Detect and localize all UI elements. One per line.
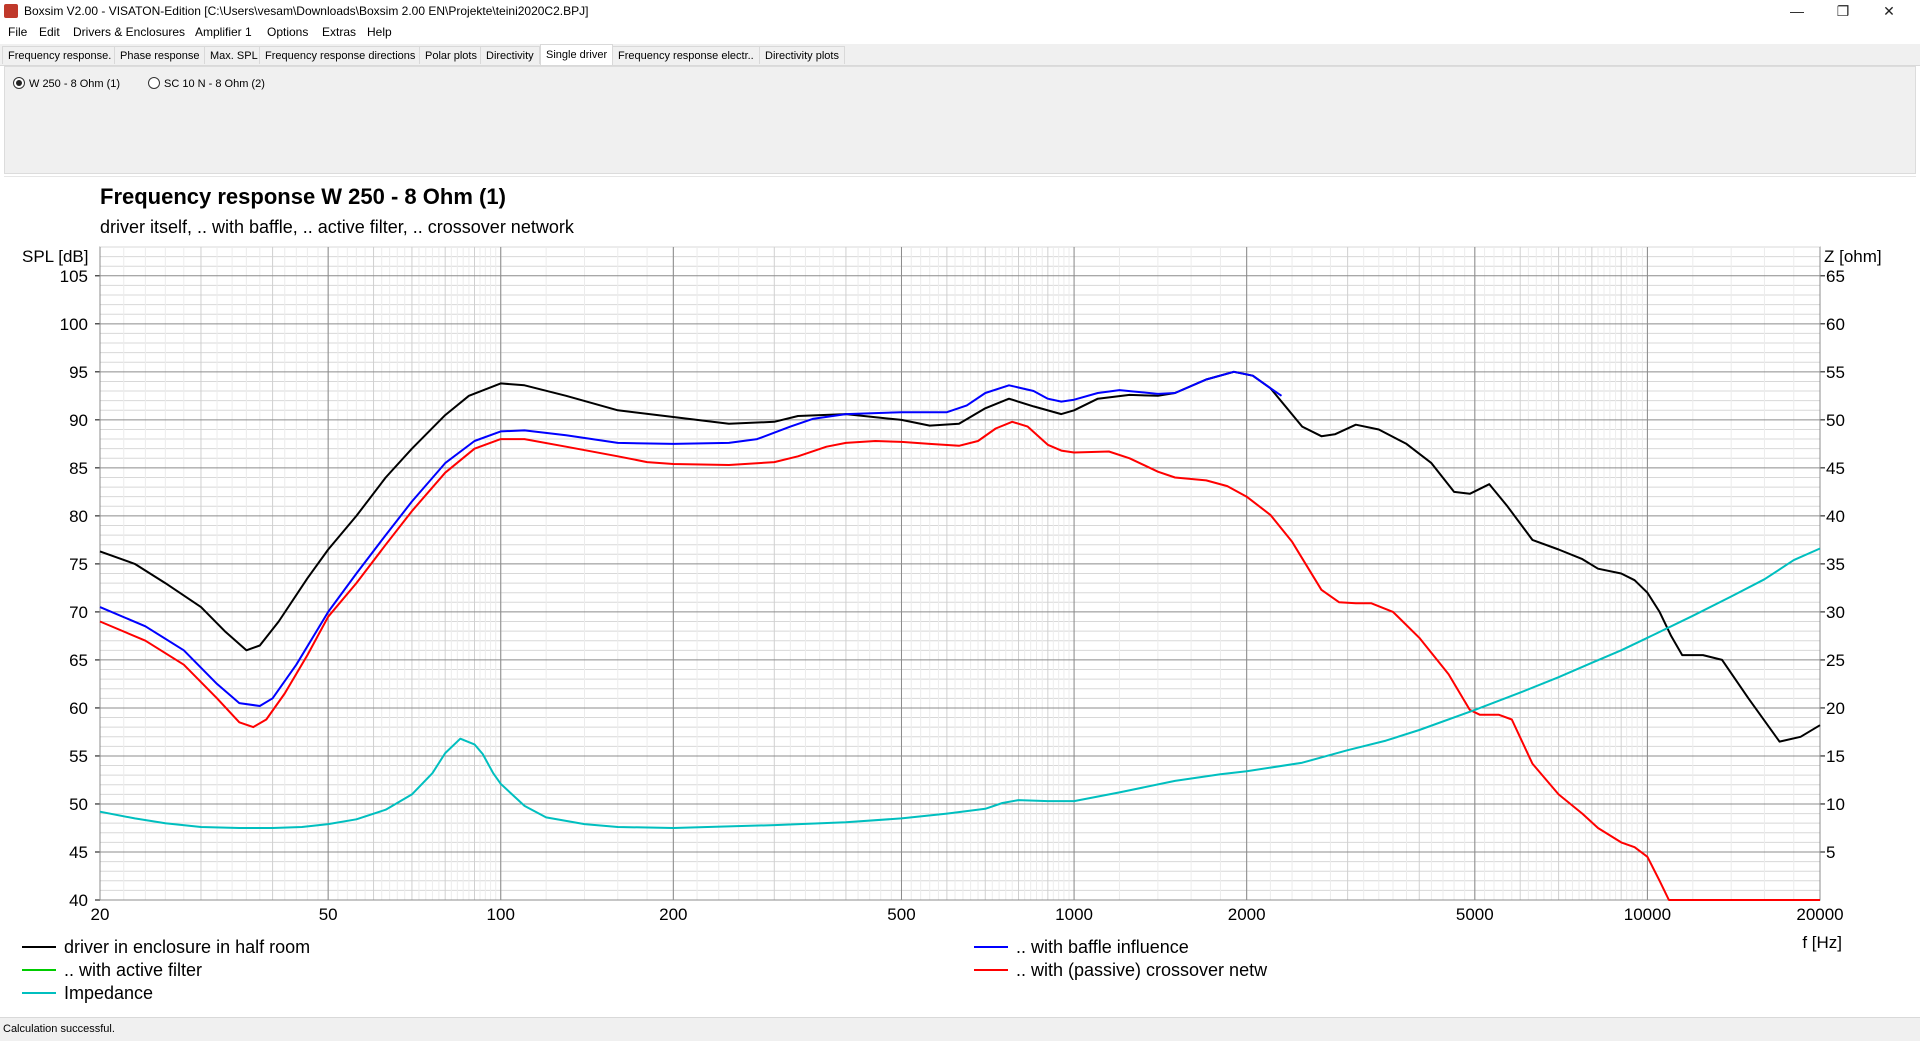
legend-label: .. with (passive) crossover netw bbox=[1016, 960, 1268, 980]
tab-strip: Frequency response. Phase response Max. … bbox=[0, 44, 1920, 66]
tab-polar-plots[interactable]: Polar plots bbox=[419, 46, 483, 64]
x-tick-label: 5000 bbox=[1456, 905, 1494, 924]
plot-area: Frequency response W 250 - 8 Ohm (1) dri… bbox=[4, 176, 1916, 1017]
y-tick-label: 90 bbox=[69, 411, 88, 430]
series-line-impedance bbox=[99, 547, 1821, 829]
y-tick-label: 105 bbox=[60, 267, 88, 286]
x-tick-label: 20 bbox=[91, 905, 110, 924]
y2-tick-label: 50 bbox=[1826, 411, 1845, 430]
tab-frequency-response-directions[interactable]: Frequency response directions bbox=[259, 46, 422, 64]
y2-tick-label: 60 bbox=[1826, 315, 1845, 334]
y2-tick-label: 30 bbox=[1826, 603, 1845, 622]
driver-radio-label: W 250 - 8 Ohm (1) bbox=[29, 78, 121, 90]
series-line-with-passive-crossover-netw bbox=[99, 420, 1820, 901]
y-tick-label: 50 bbox=[69, 795, 88, 814]
y-tick-label: 75 bbox=[69, 555, 88, 574]
tab-phase-response[interactable]: Phase response bbox=[114, 46, 206, 64]
driver-radio-label: SC 10 N - 8 Ohm (2) bbox=[164, 78, 265, 90]
radio-selected-icon[interactable] bbox=[13, 77, 25, 89]
menu-edit[interactable]: Edit bbox=[39, 25, 60, 39]
menu-amplifier[interactable]: Amplifier 1 bbox=[195, 25, 252, 39]
legend-label: .. with active filter bbox=[64, 960, 202, 980]
y-tick-label: 60 bbox=[69, 699, 88, 718]
tab-directivity-plots[interactable]: Directivity plots bbox=[759, 46, 845, 64]
chart-subtitle: driver itself, .. with baffle, .. active… bbox=[100, 217, 575, 237]
menu-options[interactable]: Options bbox=[267, 25, 309, 39]
chart-grid bbox=[95, 246, 1825, 901]
x-tick-label: 200 bbox=[659, 905, 687, 924]
driver-radio-sc10n[interactable]: SC 10 N - 8 Ohm (2) bbox=[148, 77, 265, 90]
y-axis-label: SPL [dB] bbox=[22, 247, 88, 266]
chart-series bbox=[99, 370, 1821, 901]
tab-frequency-response-electrical[interactable]: Frequency response electr.. bbox=[612, 46, 760, 64]
menu-help[interactable]: Help bbox=[367, 25, 392, 39]
x-tick-label: 10000 bbox=[1624, 905, 1671, 924]
y2-tick-label: 10 bbox=[1826, 795, 1845, 814]
minimize-button[interactable]: — bbox=[1790, 3, 1804, 19]
y2-tick-label: 40 bbox=[1826, 507, 1845, 526]
x-tick-label: 100 bbox=[487, 905, 515, 924]
x-tick-label: 20000 bbox=[1796, 905, 1843, 924]
y2-tick-label: 45 bbox=[1826, 459, 1845, 478]
series-line-with-baffle-influence bbox=[99, 370, 1283, 707]
menu-file[interactable]: File bbox=[8, 25, 28, 39]
chart-tick-labels: 40 45 50 55 60 65 70 75 80 85 90 95 100 105 5 10 15 20 25 3… bbox=[60, 267, 1845, 924]
tab-directivity[interactable]: Directivity bbox=[480, 46, 540, 64]
y-tick-label: 70 bbox=[69, 603, 88, 622]
chart-title: Frequency response W 250 - 8 Ohm (1) bbox=[100, 184, 506, 209]
x-tick-label: 50 bbox=[319, 905, 338, 924]
status-text: Calculation successful. bbox=[3, 1023, 115, 1035]
title-bar: Boxsim V2.00 - VISATON-Edition [C:\Users… bbox=[0, 0, 1920, 22]
tab-max-spl[interactable]: Max. SPL bbox=[204, 46, 264, 64]
app-icon bbox=[4, 4, 18, 18]
y2-tick-label: 55 bbox=[1826, 363, 1845, 382]
series-line-driver-in-enclosure-in-half-room bbox=[99, 370, 1821, 743]
y2-tick-label: 15 bbox=[1826, 747, 1845, 766]
frequency-response-chart: Frequency response W 250 - 8 Ohm (1) dri… bbox=[22, 184, 1882, 1003]
radio-unselected-icon[interactable] bbox=[148, 77, 160, 89]
y-tick-label: 100 bbox=[60, 315, 88, 334]
y-tick-label: 65 bbox=[69, 651, 88, 670]
chart-legend: driver in enclosure in half room .. with … bbox=[22, 937, 1268, 1003]
status-bar: Calculation successful. bbox=[0, 1017, 1920, 1041]
y-tick-label: 55 bbox=[69, 747, 88, 766]
y2-tick-label: 25 bbox=[1826, 651, 1845, 670]
x-tick-label: 500 bbox=[887, 905, 915, 924]
menu-extras[interactable]: Extras bbox=[322, 25, 357, 39]
y-tick-label: 85 bbox=[69, 459, 88, 478]
y-tick-label: 80 bbox=[69, 507, 88, 526]
driver-selector-panel: W 250 - 8 Ohm (1) SC 10 N - 8 Ohm (2) bbox=[4, 66, 1916, 174]
y2-tick-label: 65 bbox=[1826, 267, 1845, 286]
y-tick-label: 95 bbox=[69, 363, 88, 382]
maximize-button[interactable]: ❐ bbox=[1836, 3, 1850, 19]
x-axis-label: f [Hz] bbox=[1802, 933, 1842, 952]
x-tick-label: 1000 bbox=[1055, 905, 1093, 924]
window-title: Boxsim V2.00 - VISATON-Edition [C:\Users… bbox=[24, 4, 589, 18]
y2-tick-label: 20 bbox=[1826, 699, 1845, 718]
y2-axis-label: Z [ohm] bbox=[1824, 247, 1882, 266]
legend-label: driver in enclosure in half room bbox=[64, 937, 310, 957]
driver-radio-w250[interactable]: W 250 - 8 Ohm (1) bbox=[13, 77, 120, 90]
menu-drivers-enclosures[interactable]: Drivers & Enclosures bbox=[73, 25, 186, 39]
menu-bar: File Edit Drivers & Enclosures Amplifier… bbox=[0, 22, 1920, 42]
x-tick-label: 2000 bbox=[1228, 905, 1266, 924]
y-tick-label: 40 bbox=[69, 891, 88, 910]
legend-label: .. with baffle influence bbox=[1016, 937, 1189, 957]
y2-tick-label: 5 bbox=[1826, 843, 1835, 862]
tab-frequency-response[interactable]: Frequency response. bbox=[2, 46, 118, 64]
legend-label: Impedance bbox=[64, 983, 153, 1003]
close-button[interactable]: ✕ bbox=[1883, 3, 1895, 19]
tab-single-driver[interactable]: Single driver bbox=[540, 44, 614, 65]
y-tick-label: 45 bbox=[69, 843, 88, 862]
y2-tick-label: 35 bbox=[1826, 555, 1845, 574]
